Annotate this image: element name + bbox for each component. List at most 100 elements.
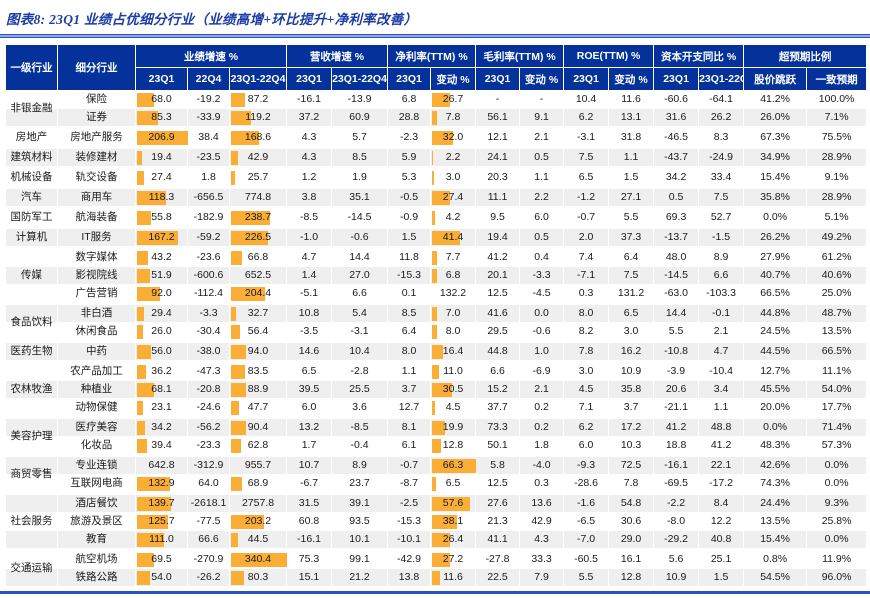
industry-table: 一级行业 细分行业 业绩增速 % 营收增速 % 净利率(TTM) % 毛利率(TTM) %… [5,44,868,589]
value-text: 25.0% [821,287,852,299]
data-bar [432,532,450,547]
value-cell: -13.9 [330,90,389,109]
value-cell: 238.7 [229,207,287,229]
industry-cell [5,474,58,495]
data-bar [432,438,441,453]
value-cell: 38.4 [187,127,230,149]
value-cell: 15.4% [743,167,808,189]
header-cell: 23Q1 [653,67,700,91]
value-text: -182.9 [193,211,224,223]
value-cell: -6.9 [519,361,565,381]
value-cell: 1.8 [187,167,230,189]
value-cell: 6.8 [387,90,432,109]
value-text: 7.4 [578,251,594,263]
value-text: 8.0 [401,345,417,357]
value-text: -8.7 [399,477,419,489]
value-cell: 0.8% [743,549,808,569]
value-text: 41.2 [665,421,687,433]
value-text: 39.5 [298,383,320,395]
value-text: 44.8% [760,307,790,319]
table-row: 旅游及景区 125.7 -77.5 203.2 60.8 93.5 -15.3 38.1 21.… [5,512,868,531]
value-cell: 13.1 [608,108,655,129]
value-text: -13.9 [347,93,372,105]
value-text: 0.5 [534,151,549,163]
value-cell: -103.3 [698,284,745,305]
value-text: 66.6 [198,533,219,545]
value-cell: 11.8 [387,247,432,267]
value-text: 66.5% [821,345,852,357]
value-cell: 6.2 [563,108,610,129]
value-text: 100.0% [818,93,855,105]
value-cell: 5.3 [387,167,432,189]
value-text: 37.2 [298,111,320,123]
value-text: 62.8 [247,439,269,451]
industry-label: 计算机 [15,231,48,243]
value-text: -14.5 [347,211,372,223]
value-cell: -64.1 [698,90,745,109]
value-text: 1.1 [623,151,639,163]
value-text: -0.7 [577,211,596,223]
value-cell: 62.8 [229,436,287,457]
value-cell: -600.6 [187,266,230,285]
value-text: 7.1 [578,401,594,413]
value-text: 7.1% [824,111,849,123]
industry-cell [5,266,58,285]
value-cell: 0.0 [519,303,565,323]
value-text: -3.1 [350,325,369,337]
value-cell: 68.1 [135,380,188,399]
value-text: 5.8 [490,459,505,471]
value-text: 40.8 [710,533,732,545]
value-text: 45.5% [760,383,790,395]
value-text: 67.3% [760,131,790,143]
value-cell: 44.8% [743,303,808,323]
value-text: 41.4 [442,231,464,243]
value-cell: 5.8 [475,455,521,475]
value-cell: -2618.1 [187,493,230,513]
data-bar [231,250,242,265]
value-text: 0.5 [534,231,549,243]
value-cell: -0.5 [387,187,432,209]
header-cell: 股价跳跃 [743,67,808,91]
value-cell: -8.5 [286,207,332,229]
value-text: 71.4% [821,421,852,433]
value-cell: -0.6 [330,227,389,249]
value-text: 4.7 [713,345,729,357]
value-cell: -1.5 [698,227,745,249]
value-cell: -15.3 [387,266,432,285]
value-text: -64.1 [709,93,734,105]
data-bar [137,476,170,491]
value-text: 1.1 [713,401,729,413]
value-text: -6.7 [299,477,319,489]
value-cell: -6.7 [286,474,332,495]
value-text: 168.6 [244,131,272,143]
value-cell: -23.6 [187,247,230,267]
value-cell: 4.3 [286,127,332,149]
value-cell: 50.1 [475,436,521,457]
value-text: 30.6 [620,515,642,527]
value-cell: 48.0 [653,247,700,267]
table-header: 一级行业 细分行业 业绩增速 % 营收增速 % 净利率(TTM) % 毛利率(TTM) %… [5,44,868,91]
value-cell: 10.8 [286,303,332,323]
value-cell: -112.4 [187,284,230,305]
value-cell: 37.3 [608,227,655,249]
value-cell: 25.7 [229,167,287,189]
value-text: -8.0 [667,515,686,527]
data-bar [432,110,438,125]
value-cell: 54.8 [608,493,655,513]
subindustry-cell: 非白酒 [57,303,136,323]
header-cell: 23Q1 [563,67,610,91]
table-row: 房地产 房地产服务 206.9 38.4 168.6 4.3 5.7 -2.3 32.0 12.1… [5,127,868,149]
value-cell: 642.8 [135,455,188,475]
value-text: 60.8 [298,515,320,527]
value-cell: 21.2 [330,568,389,589]
value-text: 44.5 [247,533,269,545]
value-text: -63.0 [664,287,689,299]
value-cell: -0.4 [330,436,389,457]
table-row: 社会服务 酒店餐饮 139.7 -2618.1 2757.8 31.5 39.1 -2.5 57… [5,493,868,527]
value-text: -16.1 [297,93,321,105]
value-cell: 66.5% [743,284,808,305]
industry-cell: 农林牧渔 [5,361,58,395]
value-text: 17.7% [821,401,852,413]
value-text: 33.4 [710,171,732,183]
